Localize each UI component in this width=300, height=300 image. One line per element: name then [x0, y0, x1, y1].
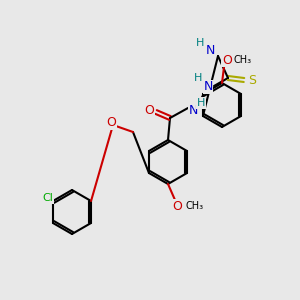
Text: H: H	[194, 73, 202, 83]
Text: Cl: Cl	[43, 193, 53, 203]
Text: O: O	[144, 103, 154, 116]
Text: N: N	[188, 103, 198, 116]
Text: H: H	[196, 38, 204, 48]
Text: H: H	[197, 98, 205, 108]
Text: O: O	[222, 53, 232, 67]
Text: S: S	[248, 74, 256, 86]
Text: N: N	[205, 44, 215, 58]
Text: O: O	[172, 200, 182, 212]
Text: CH₃: CH₃	[234, 55, 252, 65]
Text: N: N	[203, 80, 213, 94]
Text: CH₃: CH₃	[186, 201, 204, 211]
Text: O: O	[106, 116, 116, 130]
